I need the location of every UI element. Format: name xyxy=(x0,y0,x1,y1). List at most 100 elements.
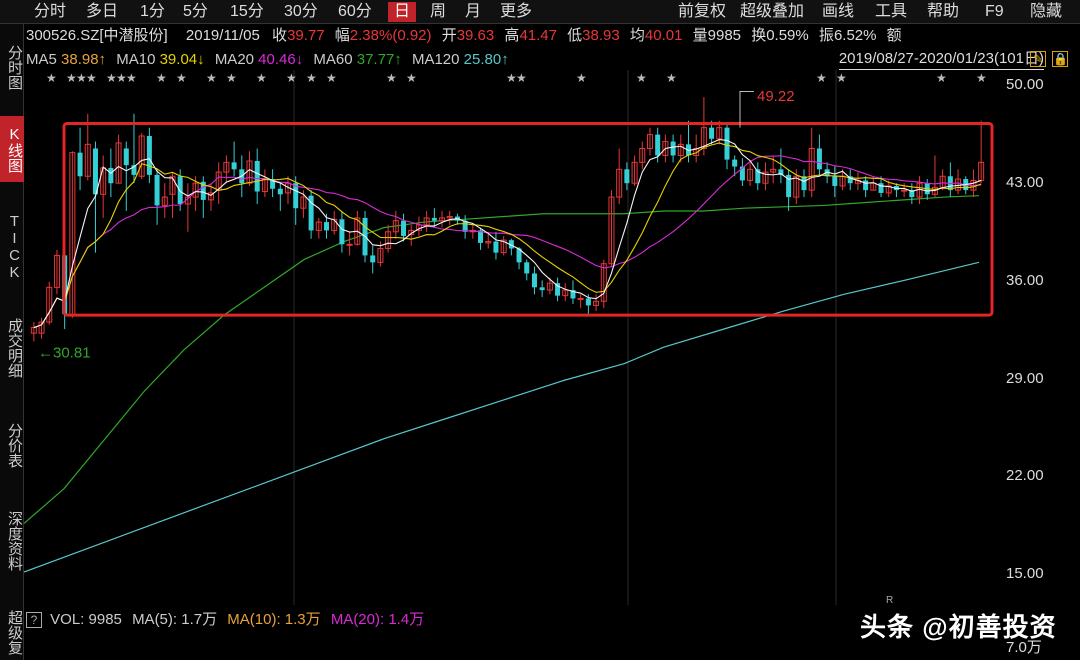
open-label: 开 xyxy=(441,27,457,44)
candle-body-up xyxy=(577,297,584,300)
candle-body-down xyxy=(478,230,484,243)
nav-timeshare[interactable]: 分时图 xyxy=(6,44,23,90)
help-button[interactable]: 帮助 xyxy=(927,3,960,20)
star-marker: ★ xyxy=(286,71,297,85)
tab-60min[interactable]: 60分 xyxy=(338,3,372,20)
candle-body-up xyxy=(346,243,353,246)
candle-body-up xyxy=(955,178,962,191)
tab-15min[interactable]: 15分 xyxy=(230,3,264,20)
nav-deep-data[interactable]: 深度资料 xyxy=(6,511,23,571)
candle-body-down xyxy=(816,148,822,170)
ma5-line xyxy=(33,139,982,329)
ma5-label: MA5 xyxy=(26,51,57,68)
candle-body-up xyxy=(315,221,322,231)
ma60-value: 37.77↑ xyxy=(356,51,402,68)
draw-button[interactable]: 画线 xyxy=(822,3,855,20)
candle-body-up xyxy=(115,142,122,184)
candle-body-down xyxy=(493,241,499,253)
candle-body-up xyxy=(608,196,615,265)
date-range[interactable]: 2019/08/27-2020/01/23(101日) xyxy=(838,49,1044,70)
f9-button[interactable]: F9 xyxy=(985,3,1004,20)
star-marker: ★ xyxy=(386,71,397,85)
ma20-value: 40.46↓ xyxy=(258,51,304,68)
candle-body-down xyxy=(462,220,468,232)
open-value: 39.63 xyxy=(456,27,495,44)
nav-kline[interactable]: K线图 xyxy=(0,116,24,182)
tab-5min[interactable]: 5分 xyxy=(183,3,208,20)
star-marker: ★ xyxy=(156,71,167,85)
ma60-line xyxy=(24,195,980,524)
candle-body-down xyxy=(778,169,784,175)
candle-body-down xyxy=(254,160,260,192)
candle-body-down xyxy=(832,176,838,186)
settings-icon[interactable]: ✎ xyxy=(1030,51,1046,67)
candle-body-down xyxy=(724,127,730,160)
candle-body-down xyxy=(200,181,206,200)
hide-button[interactable]: 隐藏 xyxy=(1030,3,1063,20)
candle-body-down xyxy=(508,240,514,249)
tab-1min[interactable]: 1分 xyxy=(140,3,165,20)
candle-body-up xyxy=(562,289,569,297)
adjust-button[interactable]: 前复权 xyxy=(678,3,727,20)
vol-ma20: MA(20): 1.4万 xyxy=(330,611,425,628)
candle-body-up xyxy=(500,239,507,254)
tab-month[interactable]: 月 xyxy=(465,3,482,20)
lock-icon[interactable]: 🔒 xyxy=(1052,51,1068,67)
low-label: 低 xyxy=(567,27,583,44)
ma60-label: MA60 xyxy=(313,51,353,68)
turn-label: 换 xyxy=(751,27,767,44)
nav-trades[interactable]: 成交明细 xyxy=(6,318,23,378)
candle-body-down xyxy=(324,222,330,231)
star-marker: ★ xyxy=(46,71,57,85)
tools-button[interactable]: 工具 xyxy=(875,3,908,20)
candle-body-up xyxy=(885,185,892,194)
star-marker: ★ xyxy=(256,71,267,85)
vol-axis-top: 7.0万 xyxy=(1006,639,1042,656)
nav-tick[interactable]: TICK xyxy=(6,213,23,281)
quote-info: 300526.SZ[中潜股份] 2019/11/05 收39.77 幅2.38%… xyxy=(26,25,902,47)
tab-timeshare[interactable]: 分时 xyxy=(34,3,67,20)
tab-day[interactable]: 日 xyxy=(388,2,417,22)
candle-body-down xyxy=(531,273,537,288)
candle-body-down xyxy=(524,262,530,274)
price-tick-15: 15.00 xyxy=(1006,565,1044,582)
candle-body-down xyxy=(878,183,884,193)
star-marker: ★ xyxy=(636,71,647,85)
candle-body-down xyxy=(739,166,745,181)
swing-label: 振 xyxy=(818,27,834,44)
nav-super[interactable]: 超级复 xyxy=(6,609,23,655)
ma-row: MA5 38.98↑ MA10 39.04↓ MA20 40.46↓ MA60 … xyxy=(26,49,1076,71)
overlay-button[interactable]: 超级叠加 xyxy=(740,3,805,20)
candle-body-up xyxy=(392,220,399,233)
ma10-value: 39.04↓ xyxy=(159,51,205,68)
star-marker: ★ xyxy=(666,71,677,85)
help-icon[interactable]: ? xyxy=(26,612,42,629)
nav-price-table[interactable]: 分价表 xyxy=(6,422,23,468)
kline-chart[interactable]: ★ ★ ★ ★ ★ ★ ★ ★ ★ ★ ★ ★ ★ ★ ★ ★ ★ ★ ★ ★ ★ ★ ★ ★ ★ ★49.22←30.81R xyxy=(24,70,1004,605)
star-marker: ★ xyxy=(76,71,87,85)
candle-body-up xyxy=(161,196,168,206)
tab-week[interactable]: 周 xyxy=(430,3,447,20)
candle-body-up xyxy=(901,189,908,192)
candle-body-up xyxy=(793,175,800,198)
candle-body-up xyxy=(808,147,815,191)
star-marker: ★ xyxy=(106,71,117,85)
candle-body-down xyxy=(277,188,283,195)
tab-multiday[interactable]: 多日 xyxy=(86,3,119,20)
candle-body-up xyxy=(485,241,492,244)
candle-body-up xyxy=(546,282,553,291)
swing-value: 6.52% xyxy=(833,27,877,44)
candle-body-up xyxy=(84,143,91,177)
candle-body-down xyxy=(801,176,807,191)
tab-30min[interactable]: 30分 xyxy=(284,3,318,20)
high-annotation-leader xyxy=(739,91,754,128)
candle-body-down xyxy=(77,152,83,177)
quote-date: 2019/11/05 xyxy=(185,27,260,44)
candle-body-down xyxy=(146,135,152,175)
candle-body-down xyxy=(231,162,237,170)
star-marker: ★ xyxy=(176,71,187,85)
tab-more[interactable]: 更多 xyxy=(500,3,533,20)
star-marker: ★ xyxy=(406,71,417,85)
candle-body-down xyxy=(786,174,792,198)
candle-body-down xyxy=(824,169,830,177)
